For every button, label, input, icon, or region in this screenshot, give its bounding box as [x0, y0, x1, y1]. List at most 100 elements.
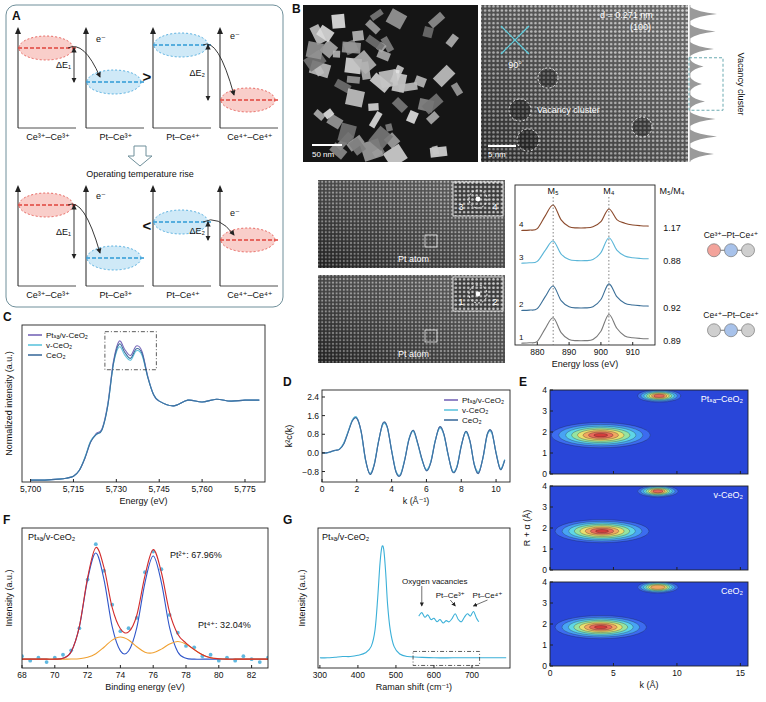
particle: [316, 25, 334, 43]
y-tick-label: 3: [542, 598, 547, 608]
x-tick-label: 600: [427, 670, 441, 680]
wavelet-contour: [644, 391, 675, 400]
particle: [323, 108, 334, 119]
particle: [368, 126, 393, 151]
site-label: 2: [492, 297, 497, 307]
wavelet-contour: [641, 486, 676, 496]
inset-image: [453, 277, 503, 311]
energy-level: [153, 221, 211, 222]
x-tick: [613, 567, 614, 570]
reference-line: [553, 197, 554, 345]
legend-label: v-CeO₂: [462, 406, 488, 415]
data-line: [322, 417, 505, 476]
atom-ball: [708, 244, 721, 257]
wavelet-contour: [589, 624, 612, 630]
wavelet-contour: [648, 488, 667, 494]
wavelet-contour: [555, 520, 649, 543]
x-tick-label: 5,730: [106, 484, 128, 494]
plot-area: [31, 341, 260, 480]
y-tick-label: 2.4: [307, 392, 319, 402]
wavelet-contour: [568, 619, 633, 635]
data-line: [521, 314, 648, 343]
wavelet-contour: [638, 390, 681, 402]
y-tick: [322, 415, 325, 416]
wavelet-contour: [649, 393, 669, 399]
scale-bar: [312, 144, 342, 146]
gap-label: ΔE₁: [56, 60, 71, 70]
particle: [369, 111, 383, 128]
x-tick: [54, 665, 55, 668]
y-tick: [322, 452, 325, 453]
series-label: 4: [519, 220, 524, 229]
y-axis-title: Intensity (a.u.): [297, 569, 307, 626]
profile-label: Vacancy cluster: [736, 53, 746, 116]
wavelet-contour: [595, 530, 608, 533]
x-tick: [356, 479, 357, 482]
particle: [422, 93, 444, 114]
inset-image: [453, 182, 503, 216]
x-tick-label: 0: [548, 668, 553, 678]
annotation: Oxygen vacancies: [402, 577, 467, 586]
atom-image: [318, 180, 505, 268]
electron-arrow: [68, 204, 100, 253]
x-tick: [569, 342, 570, 345]
baseline: [18, 286, 76, 287]
y-tick: [550, 486, 553, 487]
annotation-arrow: [450, 600, 455, 606]
y-tick: [550, 549, 553, 550]
particle: [370, 9, 384, 21]
y-tick-label: 2: [542, 427, 547, 437]
legend-swatch: [28, 344, 42, 346]
particles: [303, 8, 463, 162]
profile-box: [689, 58, 723, 111]
y-tick-label: −0.8: [302, 467, 319, 477]
ratio-value: 0.92: [663, 303, 681, 313]
legend: Ptₛₐ/v-CeO₂v-CeO₂CeO₂: [28, 331, 88, 360]
particle: [313, 109, 325, 121]
plot-frame: [22, 325, 265, 482]
reference-line: [608, 197, 609, 345]
wavelet-contour: [566, 426, 636, 444]
profile-peak: [690, 147, 714, 161]
ratio-value: 0.88: [663, 256, 681, 266]
gap-label: ΔE₂: [189, 68, 205, 78]
x-tick: [357, 665, 358, 668]
gap-arrow: [208, 222, 209, 240]
panel-title: v-CeO₂: [714, 490, 744, 500]
site-box: [425, 235, 437, 247]
config-label: Ce³⁺–Pt–Ce⁴⁺: [704, 230, 759, 240]
y-tick-label: 2: [542, 523, 547, 533]
particle: [433, 65, 456, 88]
baseline: [86, 286, 144, 287]
x-tick: [30, 479, 31, 482]
x-tick: [426, 479, 427, 482]
hrtem-image: [481, 5, 688, 162]
particle: [383, 144, 408, 162]
legend-swatch: [28, 334, 42, 336]
arrowhead: [150, 185, 156, 192]
x-tick: [322, 479, 323, 482]
plot-frame: [318, 528, 510, 668]
particle: [385, 123, 393, 131]
level-label: Pt–Ce⁴⁺: [166, 132, 200, 142]
x-tick-label: 910: [626, 347, 640, 357]
heat-background: [550, 582, 748, 666]
data-line: [31, 344, 260, 480]
panel-letter: F: [3, 513, 10, 527]
energy-level: [18, 47, 76, 48]
energy-level: [86, 81, 144, 82]
site-label: 1: [458, 297, 463, 307]
particle: [348, 137, 366, 156]
y-tick: [550, 453, 553, 454]
wavelet-contour: [569, 523, 636, 539]
plot-frame: [550, 582, 748, 666]
y-tick-label: 0.0: [307, 448, 319, 458]
profile-peak: [690, 130, 717, 144]
x-tick-label: 5,775: [234, 484, 256, 494]
particle: [422, 26, 434, 38]
data-point: [209, 653, 213, 657]
wavelet-contour: [580, 526, 624, 537]
wavelet-contour: [651, 394, 667, 399]
particle: [347, 76, 361, 84]
atom-ball: [742, 324, 755, 337]
